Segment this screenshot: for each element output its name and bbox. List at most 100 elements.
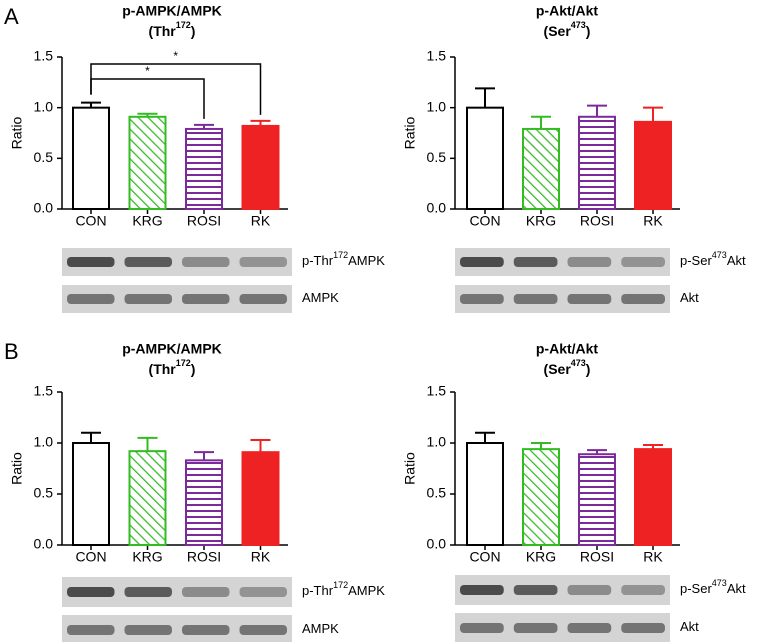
chart-subtitle-part: ) xyxy=(586,361,591,377)
blot-band xyxy=(513,294,558,304)
chart-subtitle: (Ser473) xyxy=(544,358,591,376)
panel-label: A xyxy=(4,4,19,29)
chart-title: p-Akt/Akt xyxy=(536,3,599,19)
x-tick-label: RK xyxy=(643,549,663,565)
blot-band xyxy=(124,625,172,635)
chart-subtitle-part: 473 xyxy=(571,358,586,368)
bar xyxy=(522,127,560,211)
blot-label-part: 172 xyxy=(333,250,348,260)
blot-band xyxy=(67,257,115,267)
chart-subtitle-part: 172 xyxy=(176,358,191,368)
blot-band xyxy=(239,294,287,304)
chart-subtitle-part: 473 xyxy=(571,20,586,30)
chart-title: p-Akt/Akt xyxy=(536,341,599,357)
blot-band xyxy=(67,625,115,635)
chart-title: p-AMPK/AMPK xyxy=(122,3,222,19)
blot-label-part: 473 xyxy=(712,250,727,260)
chart-subtitle: (Thr172) xyxy=(149,20,196,38)
x-tick-label: ROSI xyxy=(187,213,221,229)
blot-label-part: 473 xyxy=(712,578,727,588)
y-tick-label: 0.5 xyxy=(34,149,54,165)
y-tick-label: 0.0 xyxy=(34,200,54,216)
bar xyxy=(578,453,616,546)
bar xyxy=(72,442,110,546)
blot-band xyxy=(239,625,287,635)
chart-subtitle: (Thr172) xyxy=(149,358,196,376)
blot-band xyxy=(567,585,612,595)
blot-band xyxy=(460,294,504,304)
blot-label-part: 172 xyxy=(333,580,348,590)
y-tick-label: 0.5 xyxy=(427,149,447,165)
bar xyxy=(72,106,110,210)
bar xyxy=(466,442,504,546)
y-tick-label: 0.5 xyxy=(427,485,447,501)
blot-label: AMPK xyxy=(302,290,339,305)
blot-label-part: p-Ser xyxy=(680,253,712,268)
blot-band xyxy=(513,585,558,595)
chart-subtitle-part: 172 xyxy=(176,20,191,30)
y-tick-label: 1.0 xyxy=(34,434,54,450)
y-tick-label: 1.0 xyxy=(427,98,447,114)
x-tick-label: KRG xyxy=(526,549,556,565)
x-tick-label: RK xyxy=(251,213,271,229)
blot-band xyxy=(567,294,612,304)
x-tick-label: RK xyxy=(251,549,271,565)
bar xyxy=(128,115,167,210)
significance-label: * xyxy=(145,64,150,78)
bar xyxy=(578,115,616,210)
bar xyxy=(466,106,504,210)
blot-label: Akt xyxy=(680,619,699,634)
y-tick-label: 0.5 xyxy=(34,485,54,501)
blot-band xyxy=(182,587,230,597)
y-tick-label: 0.0 xyxy=(427,536,447,552)
chart-subtitle-part: ) xyxy=(191,361,196,377)
y-tick-label: 1.5 xyxy=(34,48,54,64)
blot-band xyxy=(67,587,115,597)
y-axis-label: Ratio xyxy=(9,116,25,149)
chart-subtitle-part: ) xyxy=(586,23,591,39)
y-tick-label: 1.5 xyxy=(34,383,54,399)
chart-subtitle-part: (Ser xyxy=(544,23,572,39)
x-tick-label: KRG xyxy=(526,213,556,229)
blot-label-part: AMPK xyxy=(348,583,385,598)
blot-label-part: p-Thr xyxy=(302,253,334,268)
blot-label-part: Akt xyxy=(680,619,699,634)
y-tick-label: 1.5 xyxy=(427,48,447,64)
blot-band xyxy=(182,294,230,304)
chart-subtitle: (Ser473) xyxy=(544,20,591,38)
blot-band xyxy=(124,294,172,304)
significance-bracket xyxy=(90,63,262,115)
bar xyxy=(185,459,223,546)
x-tick-label: RK xyxy=(643,213,663,229)
y-tick-label: 0.0 xyxy=(34,536,54,552)
bar xyxy=(634,448,672,546)
blot-band xyxy=(124,587,172,597)
blot-label: AMPK xyxy=(302,621,339,636)
blot-band xyxy=(621,585,665,595)
x-tick-label: CON xyxy=(75,213,106,229)
blot-label: p-Ser473Akt xyxy=(680,578,746,596)
y-tick-label: 0.0 xyxy=(427,200,447,216)
blot-label-part: p-Thr xyxy=(302,583,334,598)
blot-band xyxy=(239,257,287,267)
chart-subtitle-part: (Thr xyxy=(149,23,177,39)
blot-band xyxy=(460,585,504,595)
blot-band xyxy=(460,257,504,267)
significance-label: * xyxy=(173,49,178,63)
blot-label-part: p-Ser xyxy=(680,581,712,596)
bar xyxy=(185,127,223,211)
blot-label-part: Akt xyxy=(727,253,746,268)
bar xyxy=(241,124,280,210)
blot-label-part: Akt xyxy=(680,290,699,305)
blot-band xyxy=(182,257,230,267)
bar xyxy=(634,120,672,210)
bar xyxy=(128,450,167,546)
blot-band xyxy=(567,257,612,267)
bar xyxy=(241,451,280,546)
blot-band xyxy=(513,623,558,633)
panel-label: B xyxy=(4,339,19,364)
blot-label: p-Ser473Akt xyxy=(680,250,746,268)
blot-label-part: AMPK xyxy=(302,290,339,305)
blot-band xyxy=(621,623,665,633)
blot-band xyxy=(567,623,612,633)
